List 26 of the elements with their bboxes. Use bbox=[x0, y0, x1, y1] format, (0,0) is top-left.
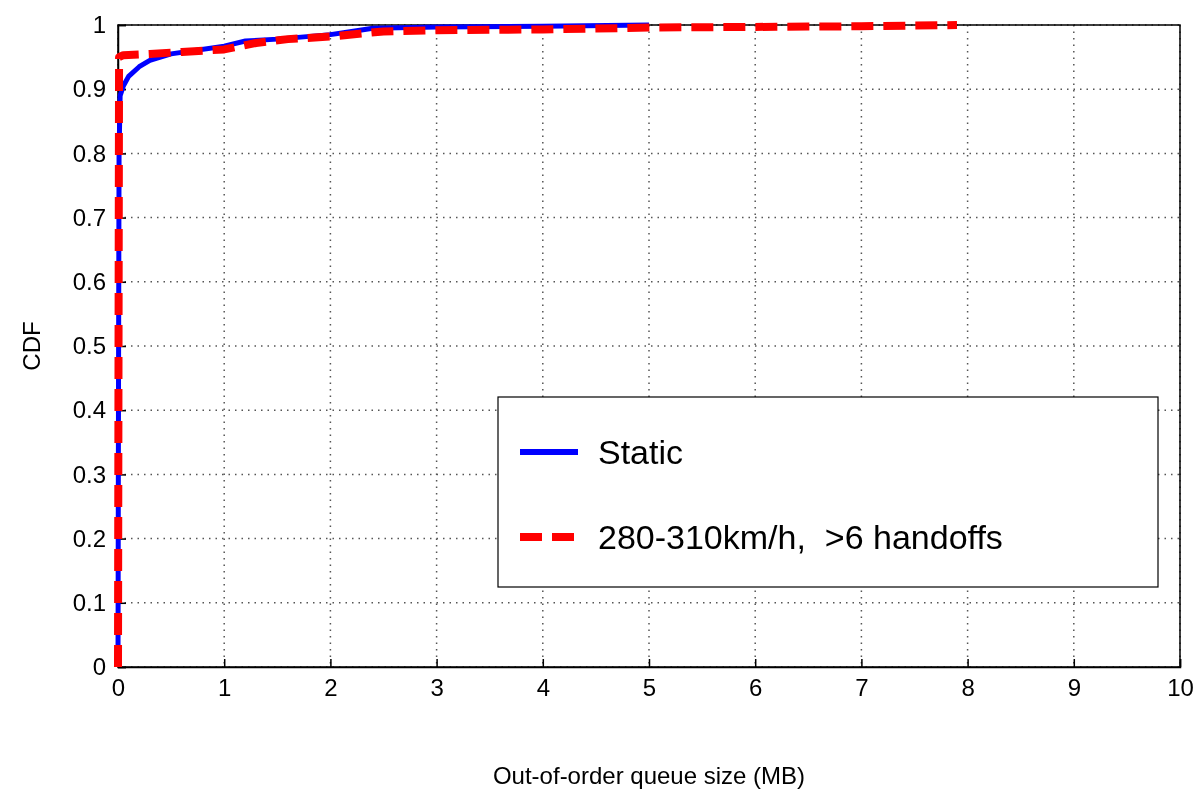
x-tick-label: 8 bbox=[961, 674, 975, 702]
y-tick-label: 0.6 bbox=[72, 267, 106, 295]
x-tick-label: 10 bbox=[1167, 674, 1194, 702]
x-tick-label: 6 bbox=[749, 674, 763, 702]
legend-label: Static bbox=[598, 433, 684, 471]
y-tick-label: 0.8 bbox=[72, 139, 106, 167]
x-tick-label: 5 bbox=[642, 674, 657, 702]
legend-label: 280-310km/h, >6 handoffs bbox=[598, 518, 1003, 556]
y-tick-label: 0.4 bbox=[72, 396, 106, 424]
y-tick-label: 0.5 bbox=[72, 332, 106, 360]
y-axis-title: CDF bbox=[18, 321, 45, 371]
x-tick-label: 3 bbox=[430, 674, 444, 702]
x-tick-label: 9 bbox=[1067, 674, 1081, 702]
x-tick-label: 7 bbox=[855, 674, 869, 702]
x-tick-label: 0 bbox=[111, 674, 126, 702]
y-tick-label: 0.1 bbox=[72, 588, 106, 616]
y-tick-label: 0.3 bbox=[72, 460, 106, 488]
y-tick-label: 0.2 bbox=[72, 524, 106, 552]
y-tick-label: 1 bbox=[92, 11, 106, 39]
y-tick-label: 0.9 bbox=[72, 75, 106, 103]
x-tick-label: 1 bbox=[218, 674, 232, 702]
y-tick-label: 0.7 bbox=[72, 203, 106, 231]
x-axis-title: Out-of-order queue size (MB) bbox=[492, 762, 806, 789]
x-tick-label: 4 bbox=[536, 674, 550, 702]
y-tick-label: 0 bbox=[92, 653, 106, 681]
x-tick-label: 2 bbox=[324, 674, 338, 702]
